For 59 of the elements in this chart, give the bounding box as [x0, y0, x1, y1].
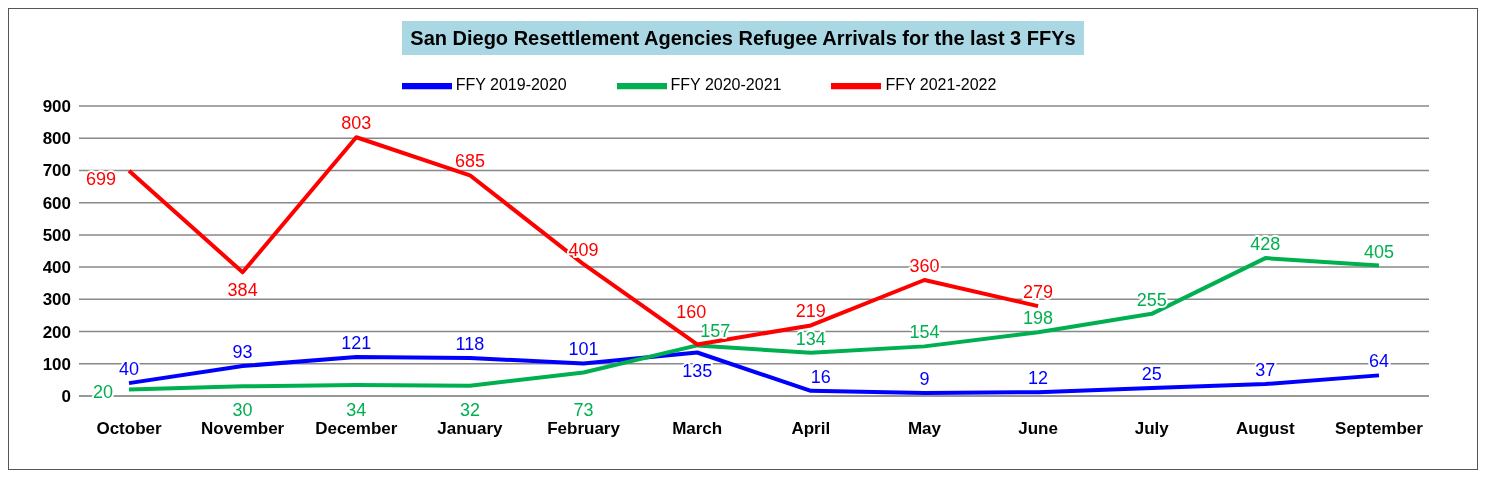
- data-label: 255: [1136, 289, 1167, 310]
- data-label: 157: [700, 321, 731, 342]
- data-label: 135: [682, 360, 713, 381]
- x-tick-label: May: [907, 419, 942, 439]
- y-tick-label: 700: [42, 161, 71, 181]
- data-label: 219: [795, 301, 826, 322]
- data-label: 12: [1028, 368, 1049, 389]
- data-label: 20: [92, 381, 114, 402]
- data-label: 121: [341, 333, 372, 354]
- data-label: 34: [346, 400, 367, 420]
- data-label: 409: [568, 240, 599, 261]
- x-tick-label: October: [96, 419, 162, 439]
- data-label: 73: [573, 400, 594, 420]
- data-label: 405: [1363, 241, 1395, 262]
- legend-label: FFY 2021-2022: [885, 76, 997, 94]
- x-tick-label: December: [315, 419, 398, 439]
- x-tick-label: September: [1335, 419, 1424, 439]
- data-label: 685: [454, 151, 485, 172]
- data-label: 154: [909, 322, 940, 343]
- y-tick-label: 800: [42, 129, 71, 149]
- data-label: 32: [459, 400, 480, 420]
- data-label: 40: [118, 359, 140, 380]
- data-label: 101: [568, 339, 599, 360]
- data-label: 360: [909, 256, 940, 276]
- x-tick-label: August: [1236, 419, 1295, 439]
- x-tick-label: June: [1018, 419, 1058, 439]
- data-label: 699: [85, 168, 117, 189]
- data-label: 428: [1250, 234, 1281, 255]
- data-label: 16: [810, 366, 831, 387]
- data-label: 803: [341, 113, 372, 134]
- y-tick-label: 0: [61, 387, 71, 407]
- y-tick-label: 500: [42, 225, 71, 245]
- y-tick-label: 400: [42, 258, 71, 278]
- data-label: 9: [919, 369, 930, 390]
- data-label: 198: [1023, 308, 1054, 329]
- chart-title: San Diego Resettlement Agencies Refugee Arrivals for the last 3 FFYs: [402, 21, 1084, 55]
- legend-label: FFY 2019-2020: [455, 76, 567, 94]
- y-tick-label: 100: [42, 354, 71, 374]
- y-tick-label: 600: [42, 193, 71, 213]
- x-tick-label: March: [672, 419, 723, 439]
- legend-label: FFY 2020-2021: [670, 76, 782, 94]
- data-label: 134: [795, 328, 826, 349]
- data-label: 25: [1141, 363, 1162, 384]
- data-label: 64: [1368, 351, 1390, 372]
- x-tick-label: April: [791, 419, 831, 439]
- y-tick-label: 200: [42, 322, 71, 342]
- data-label: 118: [455, 333, 485, 354]
- x-tick-label: January: [437, 419, 504, 439]
- data-label: 37: [1255, 360, 1276, 381]
- data-label: 93: [232, 342, 253, 363]
- data-label: 30: [232, 400, 253, 420]
- data-label: 160: [676, 302, 707, 323]
- data-label: 279: [1023, 282, 1054, 303]
- y-tick-label: 300: [42, 290, 71, 310]
- data-label: 384: [227, 280, 258, 301]
- x-tick-label: July: [1134, 419, 1170, 439]
- x-tick-label: November: [201, 419, 285, 439]
- y-tick-label: 900: [42, 97, 71, 117]
- x-tick-label: February: [547, 419, 621, 439]
